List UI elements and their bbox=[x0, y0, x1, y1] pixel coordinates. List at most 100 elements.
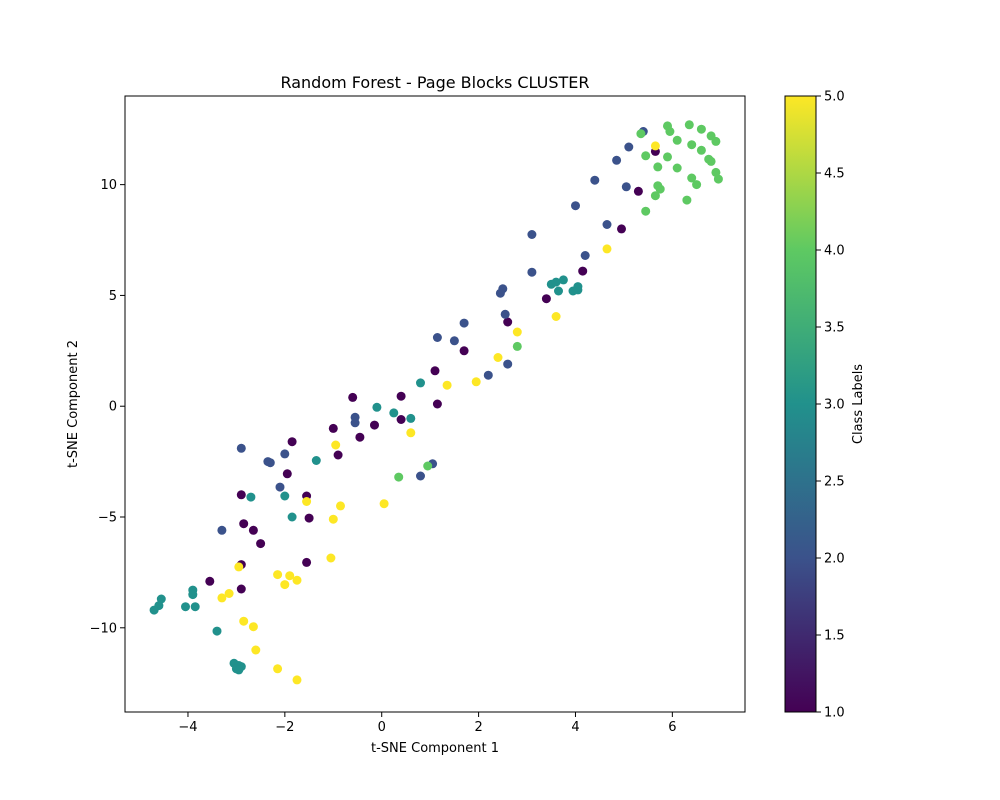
data-point-class-2 bbox=[459, 318, 469, 328]
data-point-class-2 bbox=[350, 418, 360, 428]
data-point-class-5 bbox=[551, 312, 561, 321]
data-point-class-1 bbox=[578, 266, 588, 276]
data-point-class-1 bbox=[287, 437, 297, 447]
data-point-class-2 bbox=[624, 142, 634, 152]
data-point-class-2 bbox=[275, 482, 285, 492]
data-point-class-2 bbox=[483, 370, 493, 380]
colorbar-tick-label: 4.5 bbox=[824, 167, 845, 182]
x-tick-label: 0 bbox=[378, 720, 386, 735]
data-point-class-3 bbox=[212, 626, 222, 636]
data-point-class-1 bbox=[236, 490, 246, 500]
x-tick-label: 2 bbox=[474, 720, 482, 735]
data-point-class-5 bbox=[512, 327, 522, 337]
data-point-class-1 bbox=[256, 539, 266, 549]
data-point-class-2 bbox=[503, 359, 513, 369]
y-axis-label: t-SNE Component 2 bbox=[66, 340, 81, 468]
data-point-class-3 bbox=[280, 491, 290, 501]
data-point-class-3 bbox=[416, 378, 425, 388]
data-point-class-1 bbox=[541, 294, 551, 304]
data-point-class-3 bbox=[181, 602, 190, 612]
data-point-class-1 bbox=[459, 346, 469, 356]
data-point-class-3 bbox=[246, 492, 256, 502]
data-point-class-5 bbox=[292, 575, 302, 585]
data-point-class-2 bbox=[612, 155, 622, 165]
colorbar-tick-label: 1.5 bbox=[824, 629, 845, 644]
y-tick-label: 10 bbox=[100, 178, 117, 193]
data-point-class-1 bbox=[248, 525, 258, 535]
data-point-class-4 bbox=[692, 180, 702, 190]
data-point-class-3 bbox=[372, 402, 382, 412]
x-tick-label: −4 bbox=[178, 720, 197, 735]
data-point-class-2 bbox=[580, 251, 590, 260]
data-point-class-5 bbox=[650, 141, 660, 151]
data-point-class-1 bbox=[396, 391, 406, 401]
data-point-class-2 bbox=[590, 175, 600, 185]
data-point-class-5 bbox=[234, 562, 244, 572]
y-tick-label: −5 bbox=[98, 511, 117, 526]
colorbar-tick-label: 3.5 bbox=[824, 321, 845, 336]
colorbar-tick-label: 4.0 bbox=[824, 244, 845, 259]
data-point-class-2 bbox=[280, 449, 290, 459]
x-axis-label: t-SNE Component 1 bbox=[371, 741, 499, 756]
data-point-class-4 bbox=[663, 152, 672, 162]
data-point-class-5 bbox=[273, 664, 283, 674]
data-point-class-1 bbox=[633, 186, 643, 196]
data-point-class-3 bbox=[188, 590, 198, 600]
data-point-class-5 bbox=[442, 380, 452, 390]
data-point-class-4 bbox=[696, 145, 706, 155]
data-point-class-1 bbox=[432, 399, 442, 409]
data-point-class-4 bbox=[711, 136, 721, 146]
data-point-class-1 bbox=[333, 450, 343, 460]
data-point-class-5 bbox=[248, 622, 258, 632]
data-point-class-5 bbox=[326, 553, 336, 563]
data-point-class-1 bbox=[430, 366, 440, 376]
data-point-class-2 bbox=[602, 220, 612, 229]
data-point-class-3 bbox=[554, 286, 563, 296]
data-point-class-1 bbox=[396, 415, 406, 424]
colorbar-label: Class Labels bbox=[851, 364, 866, 444]
data-point-class-3 bbox=[149, 605, 159, 615]
data-point-class-3 bbox=[558, 275, 568, 285]
data-point-class-5 bbox=[602, 244, 612, 254]
data-point-class-1 bbox=[304, 513, 314, 523]
data-point-class-4 bbox=[687, 173, 697, 183]
data-point-class-4 bbox=[653, 162, 663, 172]
data-point-class-1 bbox=[348, 392, 358, 402]
data-point-class-5 bbox=[280, 580, 290, 590]
data-point-class-5 bbox=[224, 589, 234, 598]
colorbar-tick-label: 3.0 bbox=[824, 398, 845, 413]
chart-title: Random Forest - Page Blocks CLUSTER bbox=[280, 73, 589, 92]
data-point-class-5 bbox=[251, 645, 261, 655]
data-point-class-3 bbox=[190, 602, 200, 612]
data-point-class-5 bbox=[273, 570, 283, 580]
data-point-class-1 bbox=[355, 432, 365, 442]
x-tick-label: 6 bbox=[668, 720, 676, 735]
data-point-class-1 bbox=[282, 469, 292, 479]
colorbar-tick-label: 1.0 bbox=[824, 706, 845, 721]
x-tick-label: 4 bbox=[571, 720, 579, 735]
y-tick-label: 5 bbox=[109, 289, 117, 304]
data-point-class-5 bbox=[239, 616, 249, 626]
data-point-class-5 bbox=[406, 428, 416, 438]
data-point-class-2 bbox=[621, 182, 631, 192]
data-point-class-4 bbox=[672, 163, 682, 173]
data-point-class-4 bbox=[696, 124, 706, 134]
x-axis-ticks: −4 −2 0 2 4 6 bbox=[178, 712, 676, 735]
data-point-class-3 bbox=[234, 665, 244, 675]
y-tick-label: −10 bbox=[90, 621, 117, 636]
data-point-class-4 bbox=[641, 151, 651, 161]
colorbar-ticks: 1.0 1.5 2.0 2.5 3.0 3.5 4.0 4.5 5.0 bbox=[816, 90, 845, 721]
plot-frame bbox=[124, 95, 746, 713]
data-point-class-4 bbox=[713, 174, 723, 184]
data-point-class-4 bbox=[682, 195, 692, 205]
data-point-class-4 bbox=[512, 341, 522, 351]
data-point-class-5 bbox=[217, 593, 227, 603]
data-point-class-2 bbox=[236, 443, 246, 453]
data-point-class-5 bbox=[493, 353, 503, 362]
data-point-class-1 bbox=[302, 557, 312, 567]
data-point-class-4 bbox=[636, 129, 646, 139]
data-point-class-2 bbox=[265, 458, 275, 468]
data-point-class-2 bbox=[416, 471, 425, 481]
points-layer bbox=[149, 120, 723, 685]
